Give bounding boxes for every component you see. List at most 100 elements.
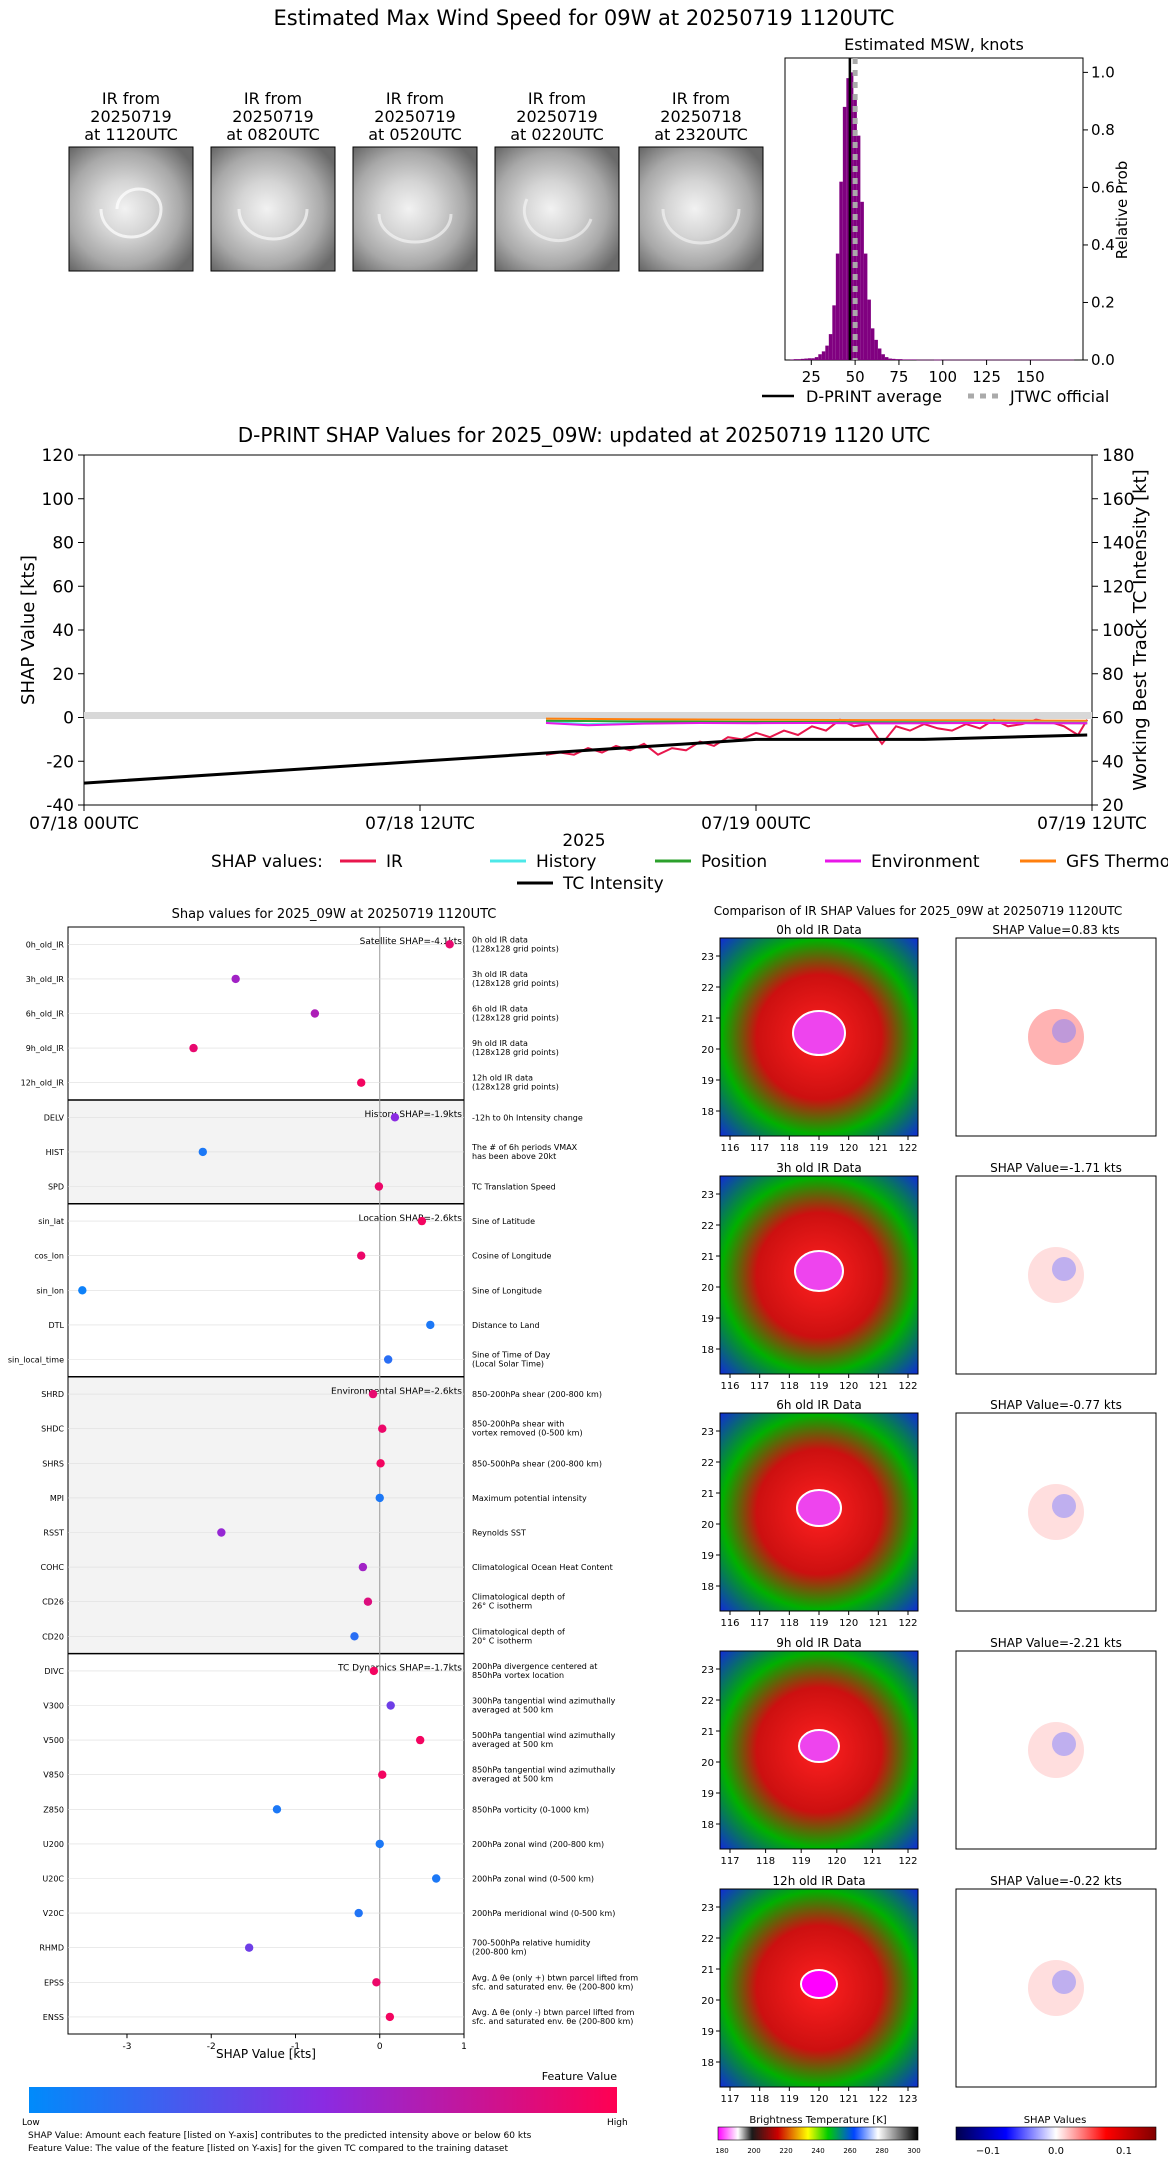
msw-x-ticks: 25 50 75 100 125 150 xyxy=(802,360,1045,386)
dot-feature-key: SHRD xyxy=(41,1390,64,1399)
irs-ir-xtick-label: 116 xyxy=(720,1618,739,1629)
colorbar-title: Feature Value xyxy=(542,2070,618,2083)
ir-thumbnail-swirl xyxy=(661,208,741,245)
legend-dprint-label: D-PRINT average xyxy=(806,387,942,406)
dot-shap-point xyxy=(368,1389,378,1399)
irs-ir-ytick-label: 20 xyxy=(701,1996,714,2007)
ir-thumbnail-image xyxy=(494,146,620,272)
bt-colorbar-tick: 260 xyxy=(843,2147,856,2155)
msw-bar xyxy=(986,359,1005,361)
irs-ir-xtick-label: 121 xyxy=(869,1618,888,1629)
dot-shap-point xyxy=(189,1043,198,1053)
dot-feature-desc: Sine of Latitude xyxy=(472,1217,535,1226)
irs-ir-ytick-label: 21 xyxy=(701,1489,714,1500)
dot-x-label: SHAP Value [kts] xyxy=(216,2047,316,2061)
ts-legend-title: SHAP values: xyxy=(211,852,323,872)
dot-feature-desc: 0h old IR data (128x128 grid points) xyxy=(472,935,559,953)
shap-feature-plot: Shap values for 2025_09W at 20250719 112… xyxy=(8,907,639,2154)
ir-thumbnail-swirl xyxy=(522,198,593,243)
feature-value-colorbar xyxy=(29,2087,617,2113)
dot-feature-desc: Reynolds SST xyxy=(472,1529,526,1538)
msw-bar xyxy=(860,201,864,360)
sv-colorbar xyxy=(955,2126,1157,2141)
ir-thumbnail-label: IR from 20250719 at 0220UTC xyxy=(510,89,604,144)
irs-ir-ytick-label: 22 xyxy=(701,1696,714,1707)
dot-feature-key: 9h_old_IR xyxy=(26,1044,65,1053)
dot-group-backgrounds: Satellite SHAP=-4.1kts History SHAP=-1.9k… xyxy=(68,927,464,2035)
dot-shap-point xyxy=(383,1355,393,1364)
msw-x-tick-label: 50 xyxy=(846,368,865,386)
dot-feature-key: SHDC xyxy=(41,1425,64,1434)
irs-ir-ytick-label: 23 xyxy=(701,952,714,963)
ts-left-y-ticks: -40 -20 0 20 40 60 80 100 120 xyxy=(42,446,84,816)
ts-zero-band xyxy=(84,712,1092,719)
msw-bar xyxy=(832,305,836,360)
msw-bar xyxy=(835,253,840,360)
ir-thumbnail-image xyxy=(68,146,194,272)
msw-bar xyxy=(814,357,819,360)
irs-title: Comparison of IR SHAP Values for 2025_09… xyxy=(714,904,1123,918)
msw-bar xyxy=(842,106,847,361)
dot-shap-point xyxy=(417,1216,427,1226)
ir-thumbnail-swirl xyxy=(237,208,309,241)
dot-shap-point xyxy=(217,1528,226,1537)
irs-ir-title: 0h old IR Data xyxy=(776,923,862,937)
ir-thumbnail-image xyxy=(210,146,336,272)
sv-colorbar-label: SHAP Values xyxy=(1024,2115,1087,2126)
msw-bar xyxy=(1039,359,1057,361)
dot-feature-key: COHC xyxy=(41,1563,65,1572)
dot-shap-point xyxy=(415,1735,425,1745)
irs-ir-xtick-label: 119 xyxy=(809,1143,828,1154)
dot-feature-desc: Sine of Time of Day (Local Solar Time) xyxy=(472,1351,551,1369)
bt-colorbar-tick: 280 xyxy=(875,2147,888,2155)
msw-bar xyxy=(891,358,896,360)
irs-ir-ytick-label: 21 xyxy=(701,1252,714,1263)
ts-line-gfs-thermo xyxy=(545,717,1088,722)
dot-feature-key: V500 xyxy=(43,1736,64,1745)
bt-colorbar-tick: 300 xyxy=(907,2147,920,2155)
dot-feature-key: 6h_old_IR xyxy=(26,1010,65,1019)
dot-feature-desc: Climatological Ocean Heat Content xyxy=(472,1563,613,1572)
irs-ir-ytick-label: 21 xyxy=(701,1965,714,1976)
irs-ir-ytick-label: 18 xyxy=(701,1820,714,1831)
msw-bar xyxy=(898,359,903,360)
dot-feature-rows: 0h_old_IR 0h old IR data (128x128 grid poi… xyxy=(8,935,639,2026)
irs-ir-xtick-label: 119 xyxy=(809,1381,828,1392)
msw-title: Estimated MSW, knots xyxy=(844,35,1024,54)
msw-bar xyxy=(790,359,794,360)
msw-x-tick-label: 100 xyxy=(928,368,957,386)
irs-ir-xtick-label: 119 xyxy=(780,2094,799,2105)
dot-x-tick-label: 0 xyxy=(377,2042,383,2052)
dot-shap-point xyxy=(354,1908,363,1918)
ts-left-tick-label: 40 xyxy=(52,621,74,641)
msw-y-label: Relative Prob xyxy=(1113,161,1131,260)
dot-feature-desc: 850hPa tangential wind azimuthally averag… xyxy=(472,1766,616,1784)
msw-bar xyxy=(839,181,843,360)
dot-feature-desc: Avg. Δ θe (only +) btwn parcel lifted fr… xyxy=(472,1973,638,1991)
irs-ir-ytick-label: 18 xyxy=(701,2058,714,2069)
irs-ir-ytick-label: 22 xyxy=(701,1934,714,1945)
ir-thumbnails: IR from 20250719 at 1120UTC IR from 2025071… xyxy=(68,89,764,272)
dot-shap-point xyxy=(385,2012,395,2022)
ir-thumbnail-label: IR from 20250719 at 1120UTC xyxy=(84,89,178,144)
ts-legend: SHAP values: IR History Position Environmen… xyxy=(211,852,1168,894)
ir-thumbnail: IR from 20250719 at 0520UTC xyxy=(352,89,478,272)
ts-x-tick-label: 07/18 00UTC xyxy=(29,814,139,834)
ts-right-tick-label: 160 xyxy=(1102,490,1134,510)
dot-feature-key: ENSS xyxy=(43,2013,64,2022)
footnote-feature: Feature Value: The value of the feature … xyxy=(28,2144,508,2154)
dot-shap-point xyxy=(231,974,240,984)
ir-thumbnail: IR from 20250719 at 0820UTC xyxy=(210,89,336,272)
ts-y-label-left: SHAP Value [kts] xyxy=(18,555,39,705)
irs-ir-core xyxy=(792,1010,846,1057)
dot-feature-key: V850 xyxy=(43,1771,64,1780)
irs-ir-ytick-label: 19 xyxy=(701,1314,714,1325)
dot-feature-desc: Cosine of Longitude xyxy=(472,1252,552,1261)
dot-feature-key: sin_local_time xyxy=(8,1356,64,1365)
dot-x-ticks: -3 -2 -1 0 1 xyxy=(122,2034,467,2052)
irs-ir-ytick-label: 21 xyxy=(701,1014,714,1025)
msw-bar xyxy=(797,359,801,360)
irs-ir-xtick-label: 117 xyxy=(720,2094,739,2105)
irs-ir-ytick-label: 23 xyxy=(701,1190,714,1201)
